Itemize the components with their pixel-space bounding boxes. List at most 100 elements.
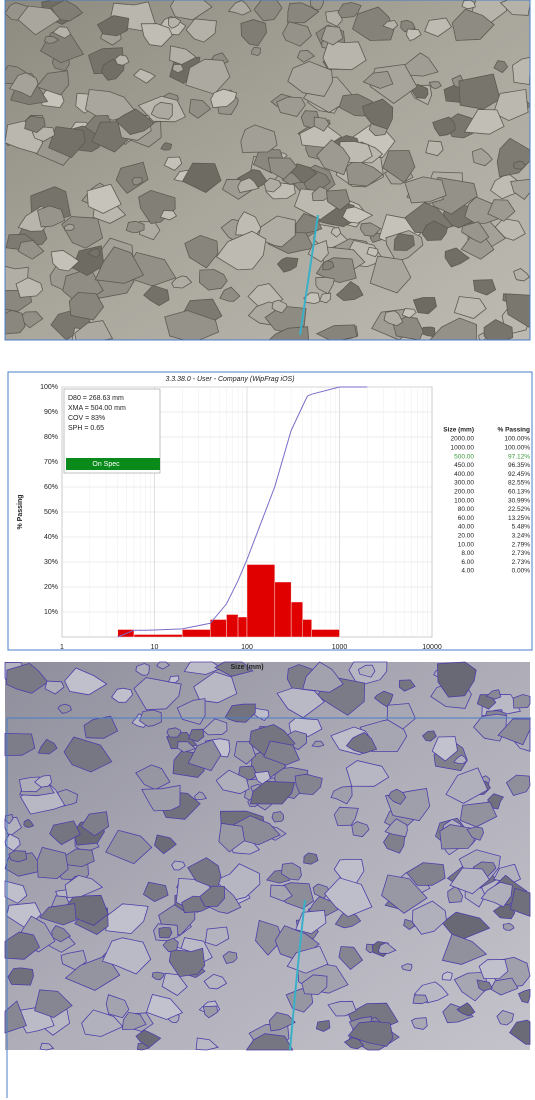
rock [167, 16, 182, 29]
y-axis-label: % Passing [17, 494, 24, 529]
rock [227, 0, 252, 16]
rock [49, 820, 81, 846]
rock [154, 834, 177, 855]
rock [517, 988, 531, 1004]
rock [101, 937, 152, 975]
table-size: 60.00 [458, 515, 475, 522]
table-passing: 60.13% [508, 489, 530, 496]
cumulative-line [117, 386, 368, 638]
x-tick-label: 10000 [422, 644, 442, 651]
rock [502, 922, 515, 931]
rock [84, 89, 138, 121]
rock [412, 994, 429, 1005]
y-tick-label: 100% [40, 384, 58, 391]
rock [187, 739, 222, 772]
rock [313, 116, 330, 132]
rock [322, 40, 367, 71]
rock [83, 715, 119, 739]
rock [171, 63, 185, 74]
rock [188, 98, 212, 119]
photo-frame [6, 717, 531, 1098]
chart: 3.3.38.0 - User - Company (WipFrag iOS) … [17, 376, 530, 671]
histogram-bar [133, 634, 183, 638]
rock [444, 247, 470, 268]
rock [140, 23, 173, 47]
rock [441, 933, 488, 965]
rock [162, 937, 179, 953]
rock [337, 2, 362, 19]
rock [499, 0, 531, 16]
rock [215, 769, 250, 795]
y-tick-label: 40% [44, 534, 58, 541]
rock [4, 1000, 27, 1034]
rock [43, 35, 60, 44]
table-passing: 30.99% [508, 497, 530, 504]
rock [169, 56, 201, 84]
rock [145, 994, 184, 1020]
stat-line: D80 = 268.63 mm [68, 395, 124, 402]
rock [333, 806, 359, 827]
rock [8, 72, 39, 98]
rock [327, 1000, 357, 1017]
rock [357, 664, 376, 678]
rock [267, 157, 298, 180]
rock [382, 20, 399, 31]
rock [345, 760, 390, 787]
rock [237, 177, 260, 193]
rock [436, 661, 477, 698]
rock [425, 140, 444, 157]
rock [421, 220, 448, 241]
rock [453, 754, 468, 764]
rock [431, 736, 458, 762]
rock [135, 1029, 162, 1049]
rock [338, 946, 364, 970]
rock [324, 877, 373, 918]
rock [445, 767, 489, 804]
rock [86, 183, 122, 214]
rock [276, 257, 299, 273]
rock [185, 18, 217, 43]
rock [195, 1037, 219, 1051]
rock [493, 60, 509, 74]
rock [311, 740, 325, 748]
table-size: 2000.00 [451, 436, 475, 443]
histogram-bar [311, 629, 340, 638]
rock [4, 833, 21, 852]
rock [509, 1019, 531, 1045]
table-passing: 2.73% [512, 559, 531, 566]
table-header: Size (mm) [443, 427, 474, 434]
rock [485, 689, 502, 700]
rock [366, 246, 379, 258]
rock [424, 17, 453, 37]
rock [351, 821, 370, 838]
rock [282, 21, 312, 47]
rock [222, 951, 238, 964]
table-passing: 97.12% [508, 453, 530, 460]
histogram-bar [182, 629, 211, 638]
rock [204, 926, 230, 947]
y-tick-label: 30% [44, 559, 58, 566]
rock [240, 124, 278, 153]
rock [489, 977, 519, 996]
rock [181, 162, 222, 193]
rock [94, 246, 145, 284]
rock [115, 108, 155, 135]
rock [24, 115, 46, 134]
table-size: 450.00 [454, 462, 474, 469]
rock-photo-outlined [4, 661, 531, 1051]
x-tick-label: 100 [241, 644, 253, 651]
rock [183, 661, 223, 675]
rock [509, 887, 531, 917]
rock [193, 671, 238, 704]
rock [257, 215, 296, 248]
table-size: 10.00 [458, 541, 475, 548]
rock [121, 1011, 147, 1031]
rock [135, 663, 150, 676]
rock [23, 818, 35, 828]
rock [105, 829, 153, 865]
rock [105, 994, 130, 1019]
rock [171, 275, 193, 289]
rock [188, 728, 205, 743]
